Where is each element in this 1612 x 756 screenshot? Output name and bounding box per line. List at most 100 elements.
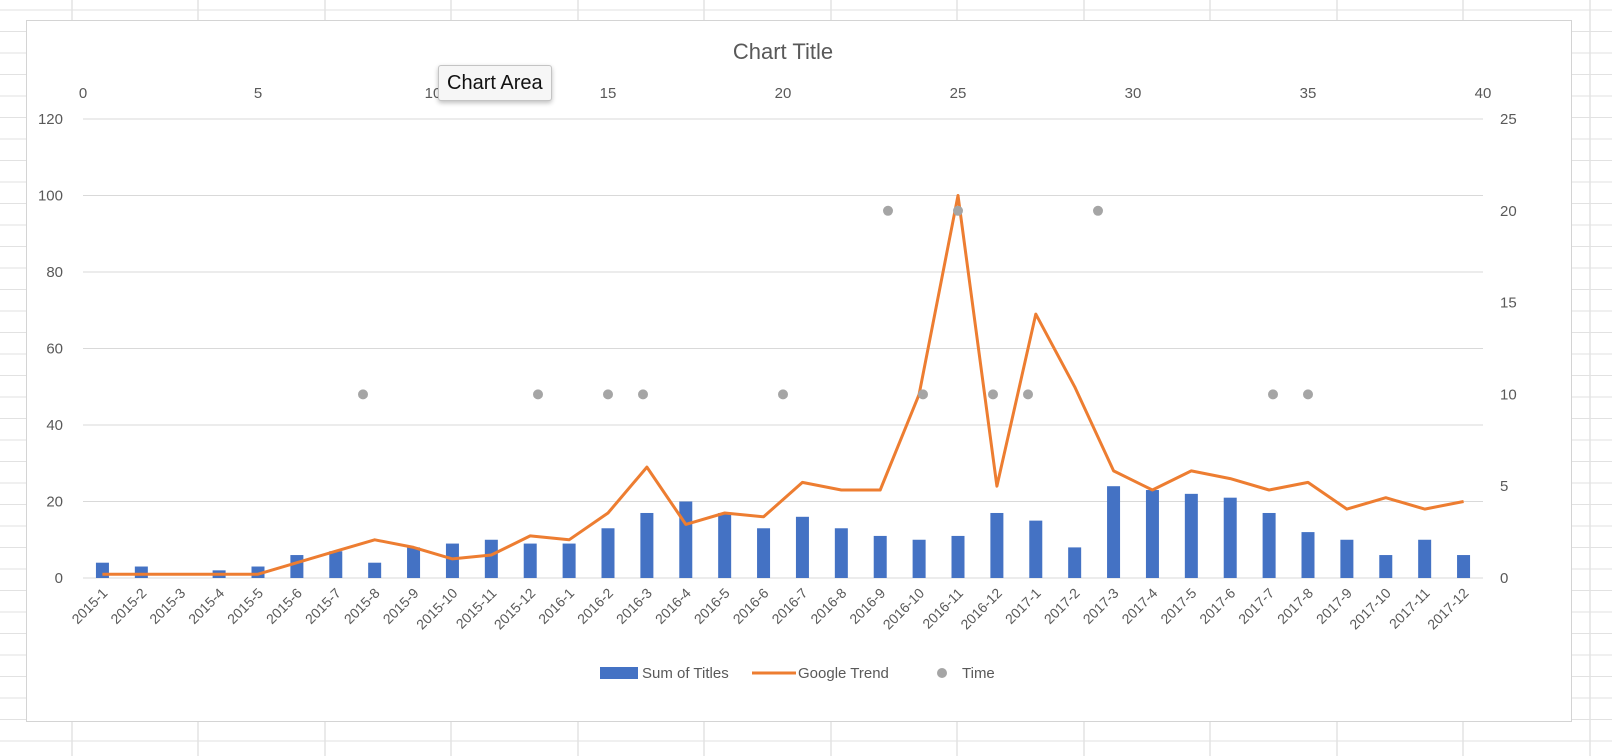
x-tick-label: 2016-1 — [535, 585, 577, 627]
x2-tick-label: 20 — [775, 85, 792, 102]
time-point — [533, 389, 543, 400]
bar-2017-2 — [1068, 547, 1082, 578]
x-tick-label: 2017-1 — [1002, 585, 1044, 627]
x-tick-label: 2016-4 — [652, 585, 694, 627]
chart-area-tooltip: Chart Area — [438, 65, 552, 101]
bar-2015-2 — [134, 566, 148, 578]
bar-2015-11 — [484, 539, 498, 578]
y2-tick-label: 20 — [1500, 203, 1517, 220]
x-tick-label: 2016-11 — [919, 585, 966, 632]
x-tick-label: 2017-8 — [1274, 585, 1316, 627]
chart-canvas: Chart Title 0 20 40 60 80 100 120 0 5 10 15 20 25 0 5 10… — [38, 39, 1517, 682]
x2-tick-label: 40 — [1475, 85, 1492, 102]
x2-tick-label: 25 — [950, 85, 967, 102]
bar-2017-9 — [1340, 539, 1354, 578]
y2-tick-label: 0 — [1500, 570, 1508, 587]
bar-2017-12 — [1457, 555, 1471, 578]
chart-title: Chart Title — [733, 39, 833, 64]
bar-2015-7 — [329, 551, 343, 578]
x-tick-label: 2017-12 — [1424, 585, 1472, 633]
legend-label: Google Trend — [798, 665, 889, 682]
x-tick-label: 2016-3 — [613, 585, 655, 627]
x-tick-label: 2016-12 — [957, 585, 1005, 633]
bar-2017-7 — [1262, 512, 1276, 578]
x-tick-label: 2015-1 — [68, 585, 110, 627]
bar-2016-2 — [601, 528, 615, 578]
x-tick-label: 2016-10 — [880, 585, 928, 633]
time-point — [1093, 205, 1103, 216]
legend-label: Sum of Titles — [642, 665, 729, 682]
bar-2016-8 — [834, 528, 848, 578]
x-tick-label: 2015-2 — [107, 585, 149, 627]
time-point — [1268, 389, 1278, 400]
time-point — [603, 389, 613, 400]
x2-tick-label: 15 — [600, 85, 617, 102]
bar-2016-10 — [912, 539, 926, 578]
y2-tick-label: 5 — [1500, 478, 1508, 495]
y2-tick-label: 10 — [1500, 386, 1517, 403]
time-point — [883, 205, 893, 216]
bar-2015-9 — [407, 547, 421, 578]
x-tick-label: 2016-7 — [768, 585, 810, 627]
x-tick-label: 2017-2 — [1041, 585, 1083, 627]
x-tick-label: 2017-7 — [1235, 585, 1277, 627]
x2-tick-label: 5 — [254, 85, 262, 102]
bar-2016-1 — [562, 543, 576, 578]
x-tick-label: 2016-8 — [807, 585, 849, 627]
google-trend-line — [102, 194, 1464, 576]
x-tick-label: 2017-6 — [1196, 585, 1238, 627]
y2-tick-label: 25 — [1500, 111, 1517, 128]
bar-2017-4 — [1145, 490, 1159, 578]
bar-2017-6 — [1223, 497, 1237, 578]
bar-2016-4 — [679, 501, 693, 578]
time-point — [918, 389, 928, 400]
bar-2015-1 — [95, 562, 109, 578]
bar-2017-3 — [1107, 486, 1121, 578]
time-point — [1303, 389, 1313, 400]
x-tick-label: 2017-3 — [1080, 585, 1122, 627]
bar-2017-8 — [1301, 532, 1315, 578]
bar-2015-8 — [368, 562, 382, 578]
bar-2015-6 — [290, 555, 304, 578]
legend-swatch-bar — [600, 667, 638, 679]
x2-tick-label: 10 — [425, 85, 442, 102]
bar-2017-5 — [1184, 493, 1198, 578]
bar-2015-5 — [251, 566, 265, 578]
y-tick-label: 20 — [46, 494, 63, 511]
bar-2016-12 — [990, 512, 1004, 578]
legend-swatch-scatter — [937, 668, 947, 678]
y-tick-label: 100 — [38, 188, 63, 205]
bar-2016-3 — [640, 512, 654, 578]
x-tick-label: 2017-5 — [1157, 585, 1199, 627]
time-point — [638, 389, 648, 400]
bar-2015-12 — [523, 543, 537, 578]
bar-2017-10 — [1379, 555, 1393, 578]
time-point — [778, 389, 788, 400]
x2-tick-label: 35 — [1300, 85, 1317, 102]
x2-tick-label: 30 — [1125, 85, 1142, 102]
y-tick-label: 80 — [46, 264, 63, 281]
bar-2016-5 — [718, 512, 732, 578]
y2-tick-label: 15 — [1500, 295, 1517, 312]
x-tick-label: 2017-4 — [1118, 585, 1160, 627]
x-tick-label: 2017-11 — [1386, 585, 1433, 632]
x-tick-label: 2016-2 — [574, 585, 616, 627]
y-tick-label: 60 — [46, 341, 63, 358]
bar-2016-6 — [757, 528, 771, 578]
x-tick-label: 2015-12 — [491, 585, 539, 633]
time-point — [1023, 389, 1033, 400]
x-tick-label: 2015-10 — [413, 585, 461, 633]
legend-label: Time — [962, 665, 995, 682]
x-tick-label: 2016-5 — [691, 585, 733, 627]
x-tick-label: 2015-7 — [302, 585, 344, 627]
time-point — [953, 205, 963, 216]
x-tick-label: 2016-6 — [730, 585, 772, 627]
chart-area[interactable]: Chart Title 0 20 40 60 80 100 120 0 5 10 15 20 25 0 5 10… — [26, 20, 1572, 722]
time-point — [358, 389, 368, 400]
y-tick-label: 40 — [46, 417, 63, 434]
x-tick-label: 2015-3 — [146, 585, 188, 627]
bar-2017-11 — [1418, 539, 1432, 578]
x-tick-label: 2015-6 — [263, 585, 305, 627]
bar-2016-11 — [951, 535, 965, 578]
bar-2015-10 — [445, 543, 459, 578]
